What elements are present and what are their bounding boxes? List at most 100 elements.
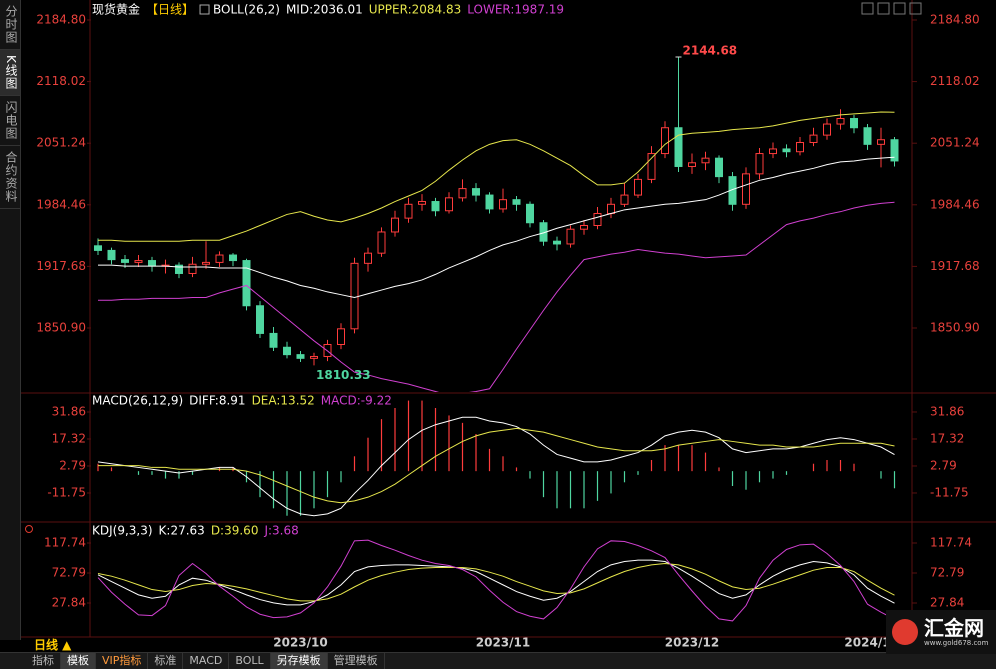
x-tick-label: 2023/12 [665,636,719,650]
y-tick-label: 17.32 [930,431,964,445]
candle-body [688,162,696,167]
y-tick-label: 17.32 [52,431,86,445]
side-tab[interactable]: K线图 [0,50,20,96]
logo-text: 汇金网 www.gold678.com [924,617,988,648]
candle-body [850,118,858,129]
indicator-line [98,201,895,392]
candle-body [229,254,237,262]
candle-body [215,254,224,263]
window-icons[interactable] [861,2,922,15]
y-tick-label: 72.79 [930,565,964,579]
y-tick-label: 117.74 [44,535,86,549]
settings-icon[interactable] [25,525,33,533]
x-tick-label: 2024/1 [844,636,890,650]
candle-body [877,139,885,145]
toolbar-tab[interactable]: 标准 [148,653,184,669]
y-tick-label: 2118.02 [36,74,86,88]
candle-body [134,260,143,263]
candle-body [742,173,750,205]
candle-body [863,127,872,145]
candle-body [499,199,507,210]
icon[interactable] [909,2,922,15]
toolbar-tab[interactable]: MACD [183,653,230,669]
indicator-line [98,427,895,504]
candle-body [782,148,791,153]
icon[interactable] [893,2,906,15]
indicator-line [97,559,895,606]
y-tick-label: -11.75 [930,485,969,499]
candle-body [404,203,413,219]
toolbar-tab[interactable]: VIP指标 [96,653,149,669]
toolbar-tab[interactable]: 模板 [61,653,96,669]
candle-body [607,203,615,215]
readout: D:39.60 [211,524,259,538]
candle-body [296,354,305,359]
candle-body [890,139,899,162]
side-tab[interactable]: 合约资料 [0,146,20,209]
y-tick-label: 1917.68 [36,259,86,273]
icon[interactable] [861,2,874,15]
candle-body [512,199,521,205]
low-annotation: 1810.33 [316,368,371,382]
candle-body [755,153,764,175]
candle-body [580,225,588,230]
candle-body [310,355,318,359]
high-annotation: 2144.68 [683,44,738,58]
readout: LOWER:1987.19 [467,3,564,17]
readout: UPPER:2084.83 [369,3,461,17]
y-tick-label: 2.79 [930,458,957,472]
period-label[interactable]: 日线 ▲ [34,638,72,652]
candle-body [377,231,386,254]
y-tick-label: 27.84 [930,596,964,610]
y-tick-label: 2051.24 [930,136,980,150]
side-tab[interactable]: 分时图 [0,0,20,50]
y-tick-label: 2118.02 [930,74,980,88]
plot [97,400,896,517]
toolbar-tab[interactable]: 指标 [26,653,61,669]
icon[interactable] [877,2,890,15]
toolbar: 指标 模板 VIP指标 标准 MACD BOLL 另存模板 管理模板 [0,652,996,669]
candle-body [485,194,494,210]
candle-body [256,305,264,334]
side-tab[interactable]: 闪电图 [0,96,20,146]
candle-body [836,118,845,125]
panel-title: MACD(26,12,9) [92,394,183,408]
candle-body [769,148,777,155]
panel-title: KDJ(9,3,3) [92,524,153,538]
y-tick-label: 2184.80 [36,13,86,27]
toolbar-tab[interactable]: 管理模板 [328,653,385,669]
logo-icon [892,619,918,645]
boll-icon [199,4,210,15]
y-tick-label: -11.75 [47,485,86,499]
indicator-line [97,539,895,622]
candle-body [445,197,453,212]
logo-name: 汇金网 [924,615,984,640]
y-tick-label: 1850.90 [930,320,980,334]
y-tick-label: 1984.46 [36,197,86,211]
readout: MACD:-9.22 [321,394,392,408]
candle-body [634,178,642,196]
y-tick-label: 31.86 [930,404,964,418]
candle-body [364,252,372,264]
toolbar-tab[interactable]: 另存模板 [270,653,328,669]
candle-body [107,249,116,261]
toolbar-tab[interactable]: BOLL [229,653,271,669]
indicator-line [97,416,895,517]
indicator-line [98,156,895,298]
y-tick-label: 117.74 [930,535,972,549]
candle-body [283,346,291,356]
y-tick-label: 1850.90 [36,320,86,334]
y-tick-label: 1917.68 [930,259,980,273]
y-tick-label: 1984.46 [930,197,980,211]
candle-body [458,188,467,199]
y-tick-label: 72.79 [52,565,86,579]
y-tick-label: 2051.24 [36,136,86,150]
candle-body [350,262,359,330]
indicator-name: BOLL(26,2) [213,3,280,17]
candle-body [418,201,426,205]
y-tick-label: 2184.80 [930,13,980,27]
indicator-line [98,111,895,242]
x-tick-label: 2023/11 [476,636,530,650]
